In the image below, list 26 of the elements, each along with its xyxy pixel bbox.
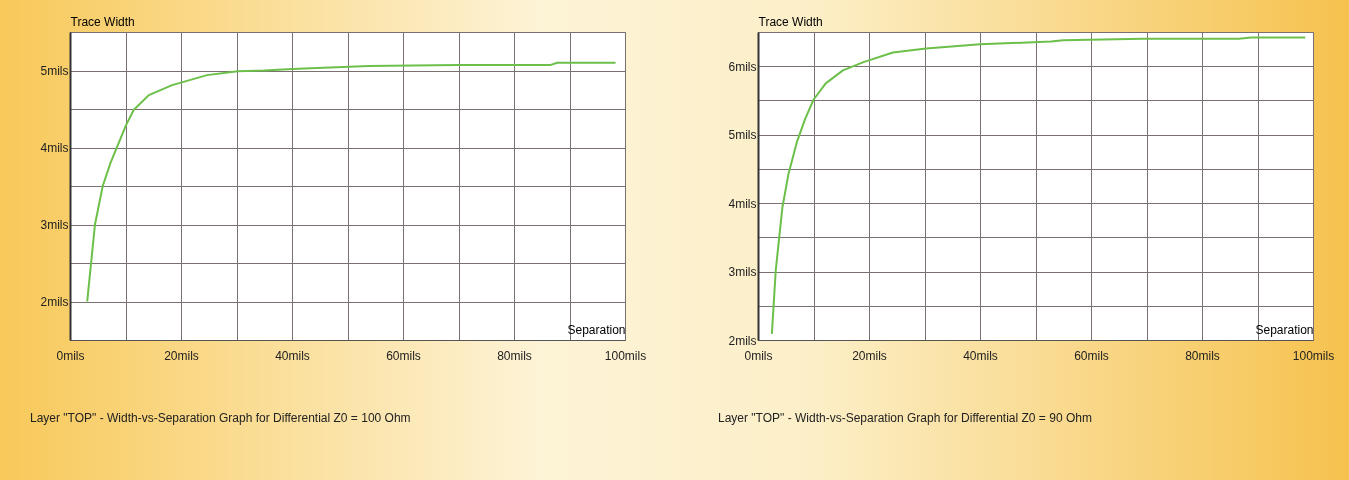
x-tick-label: 100mils: [1292, 348, 1335, 363]
x-tick-label: 80mils: [497, 348, 532, 363]
y-tick-label: 2mils: [40, 295, 69, 309]
x-tick-label: 100mils: [604, 348, 647, 363]
x-tick-label: 40mils: [275, 348, 310, 363]
y-axis-title: Trace Width: [758, 14, 823, 29]
text: Layer "TOP" - Width-vs-Separation Graph for Differential Z0 = 100 Ohm: [30, 411, 411, 425]
y-tick-label: 4mils: [40, 141, 69, 155]
y-tick-label: 5mils: [40, 64, 69, 78]
x-tick-label: 80mils: [1185, 348, 1220, 363]
y-tick-label: 3mils: [40, 218, 69, 232]
y-tick-label: 4mils: [728, 196, 757, 211]
y-tick-label: 2mils: [728, 333, 757, 348]
x-tick-label: 60mils: [1074, 348, 1109, 363]
x-tick-label: 20mils: [164, 348, 199, 363]
x-tick-label: 60mils: [386, 348, 421, 363]
x-tick-label: 0mils: [56, 348, 85, 363]
y-tick-label: 6mils: [728, 59, 757, 74]
x-tick-label: 0mils: [744, 348, 773, 363]
text: Layer "TOP" - Width-vs-Separation Graph for Differential Z0 = 90 Ohm: [718, 411, 1092, 425]
x-tick-label: 40mils: [963, 348, 998, 363]
x-tick-label: 20mils: [852, 348, 887, 363]
y-axis-title: Trace Width: [70, 14, 135, 29]
y-tick-label: 5mils: [728, 128, 757, 143]
line-series: [86, 61, 617, 303]
y-tick-label: 3mils: [728, 265, 757, 280]
